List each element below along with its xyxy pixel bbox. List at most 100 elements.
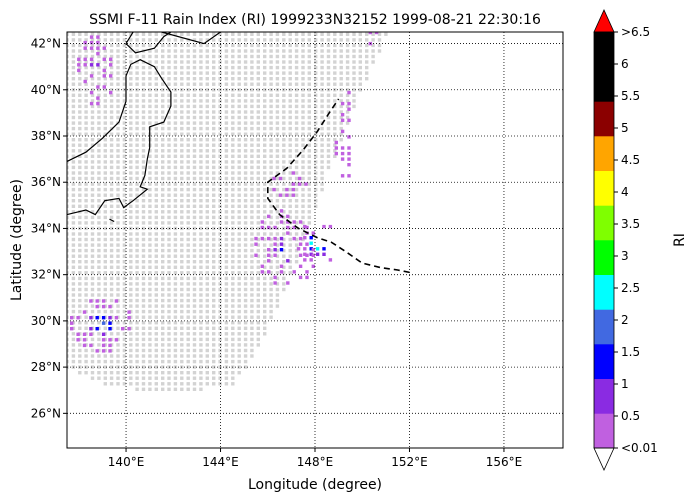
swath-pixel bbox=[231, 193, 235, 197]
swath-pixel bbox=[269, 287, 273, 292]
swath-pixel bbox=[186, 276, 190, 281]
swath-pixel bbox=[186, 32, 190, 36]
swath-pixel bbox=[186, 243, 190, 247]
swath-pixel bbox=[314, 93, 318, 97]
swath-pixel bbox=[135, 187, 139, 192]
swath-pixel bbox=[180, 287, 184, 292]
rain-pixel bbox=[334, 146, 338, 150]
swath-pixel bbox=[224, 121, 229, 125]
swath-pixel bbox=[103, 138, 107, 142]
swath-pixel bbox=[218, 304, 222, 308]
swath-pixel bbox=[173, 232, 178, 236]
swath-pixel bbox=[282, 160, 286, 164]
swath-pixel bbox=[116, 204, 120, 208]
swath-pixel bbox=[263, 77, 267, 81]
swath-pixel bbox=[345, 99, 350, 103]
swath-pixel bbox=[250, 287, 254, 292]
swath-pixel bbox=[275, 104, 280, 109]
swath-pixel bbox=[90, 93, 95, 97]
swath-pixel bbox=[129, 49, 133, 53]
swath-pixel bbox=[67, 193, 69, 197]
swath-pixel bbox=[129, 43, 133, 48]
swath-pixel bbox=[161, 171, 165, 175]
swath-pixel bbox=[199, 293, 203, 297]
swath-pixel bbox=[243, 232, 248, 236]
swath-pixel bbox=[116, 115, 120, 120]
swath-pixel bbox=[352, 77, 356, 81]
swath-pixel bbox=[71, 354, 76, 358]
swath-pixel bbox=[199, 115, 203, 120]
rain-pixel bbox=[285, 187, 289, 192]
swath-pixel bbox=[275, 54, 280, 59]
swath-pixel bbox=[186, 60, 190, 64]
swath-pixel bbox=[173, 71, 178, 75]
swath-pixel bbox=[192, 309, 197, 314]
swath-pixel bbox=[129, 287, 133, 292]
swath-pixel bbox=[205, 149, 209, 153]
swath-pixel bbox=[243, 143, 248, 147]
rain-pixel bbox=[347, 107, 351, 111]
swath-pixel bbox=[186, 176, 190, 181]
swath-pixel bbox=[250, 93, 254, 97]
swath-pixel bbox=[148, 60, 152, 64]
swath-pixel bbox=[135, 38, 139, 42]
swath-pixel bbox=[345, 88, 350, 92]
swath-pixel bbox=[173, 237, 178, 242]
swath-pixel bbox=[320, 138, 324, 142]
swath-pixel bbox=[154, 149, 158, 153]
swath-pixel bbox=[116, 210, 120, 214]
swath-pixel bbox=[320, 60, 324, 64]
swath-pixel bbox=[90, 215, 95, 220]
swath-pixel bbox=[78, 232, 82, 236]
swath-pixel bbox=[205, 332, 209, 336]
swath-pixel bbox=[97, 65, 101, 70]
swath-pixel bbox=[180, 176, 184, 181]
rain-pixel bbox=[96, 35, 100, 39]
swath-pixel bbox=[141, 260, 146, 264]
swath-pixel bbox=[116, 254, 120, 258]
swath-pixel bbox=[71, 165, 76, 170]
swath-pixel bbox=[78, 82, 82, 86]
rain-pixel bbox=[340, 151, 345, 156]
swath-pixel bbox=[237, 71, 241, 75]
swath-pixel bbox=[205, 337, 209, 342]
swath-pixel bbox=[212, 332, 216, 336]
swath-pixel bbox=[122, 237, 127, 242]
swath-pixel bbox=[288, 121, 292, 125]
swath-pixel bbox=[326, 43, 331, 48]
swath-pixel bbox=[218, 38, 222, 42]
swath-pixel bbox=[307, 54, 311, 59]
swath-pixel bbox=[224, 309, 229, 314]
swath-pixel bbox=[243, 115, 248, 120]
swath-pixel bbox=[167, 65, 171, 70]
swath-pixel bbox=[288, 93, 292, 97]
rain-pixel bbox=[96, 40, 100, 45]
swath-pixel bbox=[186, 365, 190, 369]
swath-pixel bbox=[116, 354, 120, 358]
swath-pixel bbox=[122, 243, 127, 247]
swath-pixel bbox=[90, 65, 95, 70]
swath-pixel bbox=[212, 77, 216, 81]
swath-pixel bbox=[358, 65, 362, 70]
swath-pixel bbox=[243, 104, 248, 109]
swath-pixel bbox=[256, 215, 260, 220]
swath-pixel bbox=[78, 326, 82, 330]
swath-pixel bbox=[97, 232, 101, 236]
swath-pixel bbox=[205, 176, 209, 181]
swath-pixel bbox=[84, 160, 88, 164]
swath-pixel bbox=[288, 165, 292, 170]
swath-pixel bbox=[154, 165, 158, 170]
swath-pixel bbox=[301, 54, 305, 59]
swath-pixel bbox=[154, 65, 158, 70]
swath-pixel bbox=[78, 298, 82, 303]
swath-pixel bbox=[109, 276, 114, 281]
swath-pixel bbox=[205, 187, 209, 192]
swath-pixel bbox=[161, 376, 165, 380]
swath-pixel bbox=[224, 354, 229, 358]
swath-pixel bbox=[90, 321, 95, 325]
swath-pixel bbox=[78, 77, 82, 81]
swath-pixel bbox=[237, 93, 241, 97]
rain-pixel bbox=[114, 338, 119, 342]
swath-pixel bbox=[141, 193, 146, 197]
